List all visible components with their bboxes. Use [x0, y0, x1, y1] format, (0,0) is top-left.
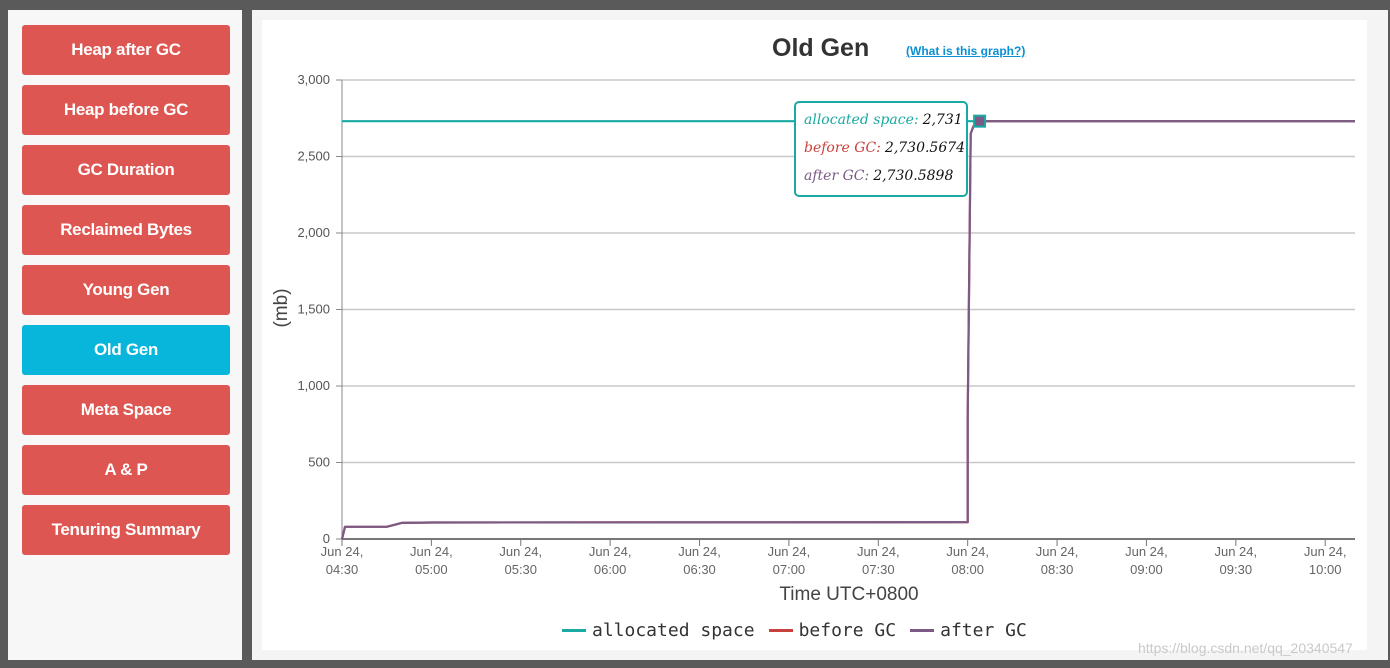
x-tick-label: Jun 24, 09:00 [1125, 544, 1168, 577]
sidebar-item-reclaimed-bytes[interactable]: Reclaimed Bytes [22, 205, 230, 255]
x-tick-label: Jun 24, 05:00 [410, 544, 453, 577]
x-tick-label: Jun 24, 04:30 [321, 544, 364, 577]
tooltip-row: before GC: 2,730.5674 [804, 140, 966, 168]
x-tick-label: Jun 24, 05:30 [499, 544, 542, 577]
tooltip-label: before GC: [804, 140, 881, 156]
x-tick-label-line: 06:30 [683, 562, 716, 577]
x-tick-label: Jun 24, 10:00 [1304, 544, 1347, 577]
tooltip-value: 2,730.5898 [873, 168, 954, 184]
x-tick-label-line: Jun 24, [946, 544, 989, 559]
y-tick-label: 2,000 [297, 225, 330, 240]
x-tick-label: Jun 24, 08:00 [946, 544, 989, 577]
legend-item[interactable]: allocated space [562, 620, 755, 641]
x-tick-label: Jun 24, 07:00 [768, 544, 811, 577]
y-axis-label: (mb) [271, 288, 292, 327]
y-tick-label: 1,500 [297, 302, 330, 317]
x-tick-label: Jun 24, 08:30 [1036, 544, 1079, 577]
chart-panel: Old Gen (What is this graph?) 0 500 1,000 1… [252, 10, 1388, 660]
x-tick-label-line: 08:30 [1041, 562, 1074, 577]
sidebar-item-meta-space[interactable]: Meta Space [22, 385, 230, 435]
legend-label: after GC [940, 619, 1027, 641]
y-tick-label: 0 [323, 531, 330, 546]
legend-label: allocated space [592, 619, 755, 641]
hover-point-marker[interactable] [973, 114, 987, 128]
chart-title: Old Gen [772, 34, 870, 62]
sidebar-item-heap-after-gc[interactable]: Heap after GC [22, 25, 230, 75]
x-tick-label: Jun 24, 06:30 [678, 544, 721, 577]
x-tick-label: Jun 24, 06:00 [589, 544, 632, 577]
x-tick-label-line: Jun 24, [678, 544, 721, 559]
sidebar-item-gc-duration[interactable]: GC Duration [22, 145, 230, 195]
data-tooltip: allocated space: 2,731 before GC: 2,730.567… [794, 101, 968, 197]
tooltip-value: 2,731 [922, 112, 963, 128]
x-tick-label: Jun 24, 07:30 [857, 544, 900, 577]
x-tick-label-line: Jun 24, [410, 544, 453, 559]
chart-area: Old Gen (What is this graph?) 0 500 1,000 1… [262, 20, 1367, 650]
legend-label: before GC [798, 619, 897, 641]
sidebar-item-a-p[interactable]: A & P [22, 445, 230, 495]
x-tick-label-line: Jun 24, [499, 544, 542, 559]
old-gen-chart: 0 500 1,000 1,500 2,000 2,500 3,000 Jun 24, 04:3… [271, 72, 1355, 605]
x-tick-label-line: 09:00 [1130, 562, 1163, 577]
legend-item[interactable]: after GC [910, 620, 1027, 641]
x-tick-label-line: 05:30 [504, 562, 537, 577]
tooltip-row: after GC: 2,730.5898 [804, 168, 966, 196]
x-tick-label-line: Jun 24, [1304, 544, 1347, 559]
chart-legend: allocated space before GC after GC [562, 617, 1041, 643]
sidebar-item-young-gen[interactable]: Young Gen [22, 265, 230, 315]
y-tick-label: 500 [308, 455, 330, 470]
legend-item[interactable]: before GC [768, 619, 897, 641]
y-tick-label: 3,000 [297, 72, 330, 87]
what-is-this-graph-link[interactable]: (What is this graph?) [906, 44, 1026, 58]
sidebar-item-old-gen[interactable]: Old Gen [22, 325, 230, 375]
x-tick-label-line: Jun 24, [589, 544, 632, 559]
legend-swatch [910, 628, 935, 632]
x-tick-label-line: 05:00 [415, 562, 448, 577]
tooltip-row: allocated space: 2,731 [804, 112, 966, 140]
x-tick-label: Jun 24, 09:30 [1214, 544, 1257, 577]
tooltip-value: 2,730.5674 [884, 140, 966, 156]
x-tick-label-line: 10:00 [1309, 562, 1342, 577]
x-tick-label-line: 07:30 [862, 562, 895, 577]
x-tick-label-line: Jun 24, [1214, 544, 1257, 559]
y-tick-label: 2,500 [297, 149, 330, 164]
y-tick-label: 1,000 [297, 378, 330, 393]
x-tick-label-line: 09:30 [1220, 562, 1253, 577]
sidebar: Heap after GC Heap before GC GC Duration Re… [8, 10, 242, 660]
x-tick-label-line: 08:00 [951, 562, 984, 577]
sidebar-item-tenuring-summary[interactable]: Tenuring Summary [22, 505, 230, 555]
x-tick-label-line: Jun 24, [1125, 544, 1168, 559]
watermark: https://blog.csdn.net/qq_20340547 [1138, 640, 1353, 656]
legend-swatch [562, 628, 586, 632]
x-axis-label: Time UTC+0800 [779, 584, 918, 605]
x-tick-label-line: 04:30 [326, 562, 359, 577]
x-tick-label-line: Jun 24, [321, 544, 364, 559]
x-tick-label-line: 07:00 [773, 562, 806, 577]
legend-swatch [768, 628, 793, 632]
x-tick-label-line: Jun 24, [768, 544, 811, 559]
tooltip-label: after GC: [804, 168, 870, 184]
tooltip-label: allocated space: [804, 112, 919, 128]
x-tick-label-line: Jun 24, [857, 544, 900, 559]
x-tick-label-line: 06:00 [594, 562, 627, 577]
x-tick-label-line: Jun 24, [1036, 544, 1079, 559]
sidebar-item-heap-before-gc[interactable]: Heap before GC [22, 85, 230, 135]
